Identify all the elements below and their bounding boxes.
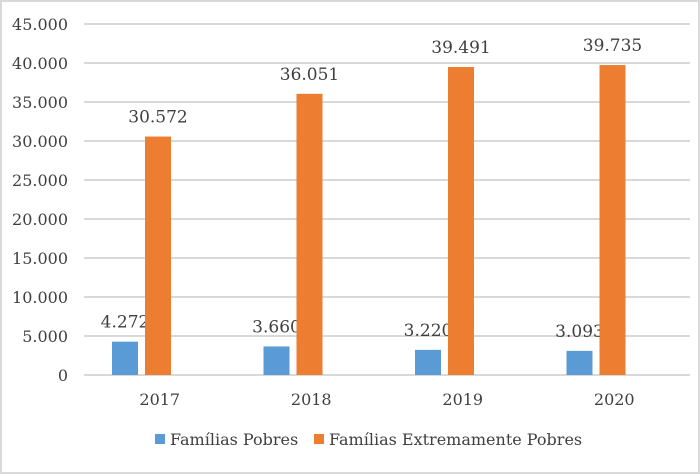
bar-familias-pobres xyxy=(263,346,290,375)
y-tick-label: 40.000 xyxy=(12,54,68,73)
y-tick-label: 0 xyxy=(58,366,68,385)
x-tick-label: 2018 xyxy=(291,390,332,409)
data-label: 39.491 xyxy=(431,38,490,58)
y-tick-label: 15.000 xyxy=(12,249,68,268)
data-label: 39.735 xyxy=(583,36,642,56)
x-tick-label: 2019 xyxy=(442,390,483,409)
legend-label: Famílias Pobres xyxy=(170,430,298,449)
y-tick-label: 45.000 xyxy=(12,15,68,34)
bar-familias-extremamente-pobres xyxy=(145,136,171,375)
data-label: 4.272 xyxy=(101,313,150,333)
bar-familias-extremamente-pobres xyxy=(599,65,626,375)
y-tick-label: 5.000 xyxy=(22,327,68,346)
x-tick-label: 2020 xyxy=(594,390,635,409)
x-tick-label: 2017 xyxy=(139,390,180,409)
bar-familias-extremamente-pobres xyxy=(296,93,323,376)
data-label: 36.051 xyxy=(280,65,339,85)
bar-familias-extremamente-pobres xyxy=(448,66,474,375)
bar-familias-pobres xyxy=(415,349,441,375)
data-label: 30.572 xyxy=(128,108,187,128)
legend-swatch xyxy=(155,434,165,444)
legend-swatch xyxy=(314,434,324,444)
y-tick-label: 20.000 xyxy=(12,210,68,229)
y-tick-label: 35.000 xyxy=(12,93,68,112)
data-label: 3.220 xyxy=(404,321,453,341)
y-tick-label: 25.000 xyxy=(12,171,68,190)
data-label: 3.660 xyxy=(252,317,301,337)
bar-familias-pobres xyxy=(112,341,138,375)
legend-label: Famílias Extremamente Pobres xyxy=(329,430,582,449)
y-tick-label: 30.000 xyxy=(12,132,68,151)
bar-familias-pobres xyxy=(566,350,593,375)
y-tick-label: 10.000 xyxy=(12,288,68,307)
data-label: 3.093 xyxy=(555,322,604,342)
